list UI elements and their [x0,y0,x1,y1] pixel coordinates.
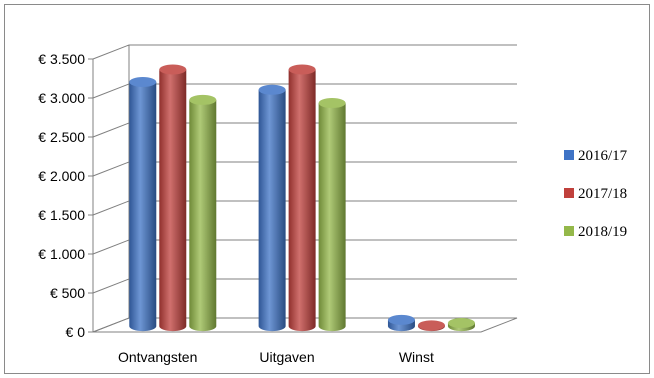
chart-frame: € 0 € 500 € 1.000 € 1.500 € 2.000 € 2.500 € 3.… [4,4,650,374]
bar-top [159,64,187,75]
legend-swatch [564,150,574,160]
bar-chart: € 0 € 500 € 1.000 € 1.500 € 2.000 € 2.500 € 3.… [38,44,628,365]
gridline [92,161,517,177]
gridlines [92,44,517,333]
y-tick-label: € 2.500 [38,129,85,145]
bars [129,64,475,332]
y-axis-ticks: € 0 € 500 € 1.000 € 1.500 € 2.000 € 2.500 € 3.… [38,51,93,340]
legend-label: 2017/18 [578,186,627,202]
x-category-label: Uitgaven [259,349,314,365]
gridline [92,278,517,294]
gridline [92,83,517,99]
x-category-label: Ontvangsten [118,349,197,365]
bar [417,320,445,332]
bar [447,318,475,332]
y-tick-label: € 3.500 [38,51,85,67]
bar-top [387,314,415,325]
bar-body [129,81,157,332]
y-tick-label: € 0 [66,324,86,340]
y-tick-label: € 500 [50,285,85,301]
bar [318,98,346,332]
gridline [92,200,517,216]
bar [189,94,217,332]
x-axis-labels: Ontvangsten Uitgaven Winst [118,349,434,365]
gridline [92,44,517,60]
y-tick-label: € 3.000 [38,90,85,106]
bar-top [189,94,217,105]
y-tick-label: € 1.000 [38,246,85,262]
bar [258,84,286,332]
bar-top [417,320,445,331]
gridline [92,239,517,255]
bar [387,314,415,332]
bar-top [447,318,475,328]
bar-top [288,64,316,75]
legend-swatch [564,188,574,198]
bar-top [318,98,346,109]
legend-label: 2016/17 [578,148,628,164]
y-tick-label: € 1.500 [38,207,85,223]
gridline [92,122,517,138]
bar-body [159,69,187,332]
x-category-label: Winst [399,349,434,365]
legend-label: 2018/19 [578,224,627,240]
bar-body [258,89,286,332]
bar-body [318,103,346,332]
legend-swatch [564,226,574,236]
bar [129,76,157,332]
legend: 2016/17 2017/18 2018/19 [564,148,628,240]
bar [159,64,187,332]
bar-top [258,84,286,95]
gridline [92,317,517,333]
y-tick-label: € 2.000 [38,168,85,184]
bar-body [288,69,316,332]
bar-top [129,76,157,87]
bar [288,64,316,332]
bar-body [189,99,217,332]
